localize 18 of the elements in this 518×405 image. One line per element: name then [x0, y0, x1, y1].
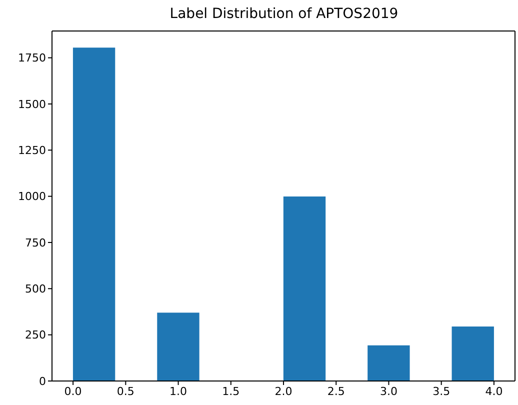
x-tick-label: 2.5 — [327, 384, 345, 398]
chart-title: Label Distribution of APTOS2019 — [168, 6, 400, 22]
y-tick-label: 0 — [39, 374, 46, 388]
x-tick-label: 0.5 — [116, 384, 134, 398]
y-tick-label: 250 — [25, 328, 46, 342]
x-tick-label: 0.0 — [64, 384, 82, 398]
x-tick-label: 1.5 — [222, 384, 240, 398]
x-tick-label: 2.0 — [274, 384, 292, 398]
x-tick-label: 1.0 — [170, 384, 188, 398]
x-tick-label: 4.0 — [485, 384, 503, 398]
x-tick-label: 3.0 — [380, 384, 398, 398]
y-tick-label: 750 — [25, 236, 46, 250]
x-tick-label: 3.5 — [432, 384, 450, 398]
y-tick-label: 1750 — [18, 52, 46, 65]
y-tick-label: 1500 — [18, 98, 46, 111]
y-tick-label: 1000 — [18, 190, 46, 204]
y-tick-label: 1250 — [18, 144, 46, 158]
y-tick-label: 500 — [25, 282, 46, 296]
